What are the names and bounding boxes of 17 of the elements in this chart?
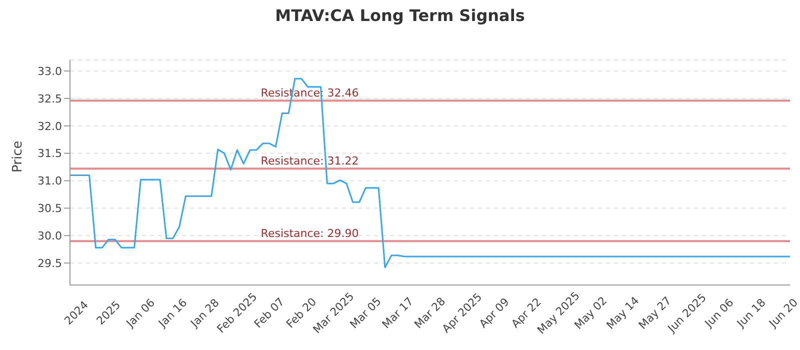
- x-tick-label: Jan 16: [155, 296, 190, 330]
- ref-line-label: Resistance: 31.22: [260, 154, 359, 168]
- y-tick-label: 32.5: [38, 92, 62, 106]
- chart-title: MTAV:CA Long Term Signals: [274, 6, 526, 25]
- y-axis-title: Price: [10, 140, 26, 172]
- y-tick-label: 30.5: [38, 202, 62, 216]
- x-tick-label: Jun 18: [734, 296, 768, 331]
- y-tick-label: 29.5: [38, 256, 62, 270]
- x-tick-label: Jan 06: [123, 296, 158, 330]
- x-tick-label: Jun 20: [766, 296, 800, 331]
- y-tick-label: 31.5: [38, 147, 62, 160]
- ref-line-label: Resistance: 29.90: [260, 227, 359, 240]
- y-tick-label: 31.0: [38, 174, 62, 188]
- y-tick-label: 32.0: [38, 120, 62, 133]
- line-series: [69, 78, 791, 268]
- y-tick-label: 30.0: [38, 230, 62, 243]
- y-tick-label: 33.0: [38, 64, 62, 78]
